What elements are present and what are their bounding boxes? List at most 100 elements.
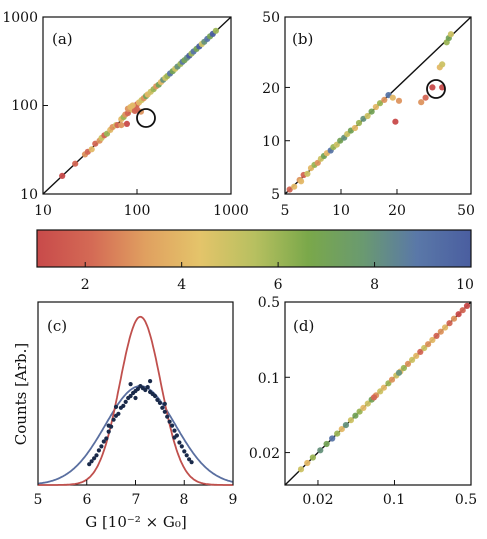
panel-d-xtick: 0.5 bbox=[455, 492, 477, 508]
colorbar-ticks: 2 4 6 8 10 bbox=[81, 262, 474, 293]
panel-c-xtick: 6 bbox=[83, 492, 92, 508]
panel-c-point bbox=[96, 448, 101, 453]
panel-d-ytick: 0.02 bbox=[249, 446, 280, 462]
panel-c-point bbox=[148, 379, 153, 384]
panel-a-point bbox=[124, 110, 131, 117]
panel-d: (d) 0.02 0.1 0.5 0.02 0.1 0.5 bbox=[249, 295, 477, 508]
panel-d-point bbox=[404, 360, 412, 367]
panel-b-point bbox=[351, 124, 359, 132]
panel-a-point bbox=[129, 102, 136, 109]
panel-b-point bbox=[392, 118, 399, 125]
panel-b-point bbox=[395, 97, 403, 104]
panel-b-points bbox=[286, 31, 454, 193]
panel-c-point bbox=[179, 444, 184, 449]
panel-a-xtick: 100 bbox=[124, 203, 151, 219]
panel-b-label: (b) bbox=[292, 30, 313, 48]
panel-a-ytick: 1000 bbox=[2, 10, 38, 26]
colorbar-tick-label: 6 bbox=[274, 277, 283, 293]
panel-d-point bbox=[352, 412, 359, 419]
panel-d-point bbox=[317, 447, 324, 454]
panel-c-point bbox=[133, 395, 138, 401]
panel-c-point bbox=[187, 457, 192, 462]
panel-b-point bbox=[381, 96, 388, 103]
panel-d-point bbox=[425, 341, 432, 348]
panel-a-point bbox=[118, 122, 125, 129]
panel-b-xtick: 10 bbox=[332, 203, 350, 219]
panel-c-point bbox=[184, 453, 189, 458]
panel-b-point bbox=[364, 112, 371, 120]
panel-c-point bbox=[116, 411, 121, 416]
panel-a-ytick: 100 bbox=[11, 98, 38, 114]
panel-b-point bbox=[355, 119, 363, 127]
panel-a-point bbox=[72, 160, 79, 167]
panel-d-point bbox=[304, 459, 311, 467]
panel-c-point bbox=[87, 462, 92, 467]
panel-d-point bbox=[450, 315, 458, 322]
panel-c-narrow-curve bbox=[38, 315, 233, 486]
panel-c-point bbox=[111, 417, 116, 422]
panel-d-point bbox=[338, 426, 345, 433]
panel-b-point bbox=[389, 94, 396, 101]
panel-a-points bbox=[59, 27, 219, 179]
panel-c-point bbox=[106, 429, 111, 434]
panel-c-point bbox=[182, 449, 187, 454]
panel-a-point bbox=[92, 140, 99, 147]
colorbar-tick-label: 4 bbox=[177, 277, 186, 293]
panel-a-point bbox=[59, 172, 66, 179]
panel-b-xtick: 50 bbox=[457, 203, 475, 219]
panel-c-point bbox=[152, 393, 158, 399]
panel-a-point bbox=[88, 146, 95, 153]
panel-c-label: (c) bbox=[47, 317, 67, 335]
panel-a-point bbox=[123, 120, 130, 127]
panel-c-point bbox=[167, 419, 172, 424]
panel-d-point bbox=[455, 311, 462, 318]
panel-b-point bbox=[291, 183, 298, 190]
panel-d-frame bbox=[284, 301, 472, 486]
panel-d-ytick: 0.1 bbox=[258, 371, 280, 387]
panel-c-xtick: 5 bbox=[34, 492, 43, 508]
panel-c-curves bbox=[37, 315, 234, 486]
panel-b-frame bbox=[284, 16, 472, 195]
panel-d-point bbox=[437, 328, 444, 335]
panel-c-point bbox=[104, 436, 109, 441]
panel-a: (a) 10 100 1000 10 100 1000 bbox=[2, 10, 248, 219]
panel-c-point bbox=[113, 404, 119, 409]
panel-c-point bbox=[101, 439, 106, 444]
panel-b-point bbox=[298, 178, 305, 185]
panel-c-point bbox=[155, 397, 160, 402]
panel-a-xtick: 1000 bbox=[213, 203, 249, 219]
panel-d-point bbox=[347, 417, 354, 424]
panel-b-point bbox=[422, 94, 429, 101]
panel-b-point bbox=[418, 99, 425, 106]
panel-c-point bbox=[143, 387, 148, 393]
panel-c-point bbox=[172, 435, 177, 440]
panel-b-point bbox=[439, 61, 446, 68]
panel-b-xtick: 20 bbox=[388, 203, 406, 219]
panel-c-point bbox=[162, 409, 167, 414]
panel-d-point bbox=[395, 369, 403, 376]
panel-b-point bbox=[372, 103, 379, 111]
panel-c-point bbox=[92, 456, 97, 461]
colorbar: 2 4 6 8 10 bbox=[36, 229, 474, 293]
panel-b-xtick: 5 bbox=[281, 203, 290, 219]
panel-b-point bbox=[368, 108, 375, 115]
panel-a-ytick: 10 bbox=[20, 187, 38, 203]
panel-a-point bbox=[212, 27, 219, 34]
panel-b-ytick: 5 bbox=[271, 187, 280, 203]
panel-c-point bbox=[128, 382, 133, 387]
panel-c-point bbox=[135, 386, 140, 392]
panel-c-point bbox=[165, 414, 170, 419]
panel-c-point bbox=[99, 444, 104, 449]
panel-c-point bbox=[172, 428, 177, 433]
panel-c-point bbox=[177, 440, 182, 445]
panel-c-point bbox=[162, 401, 167, 406]
panel-d-point bbox=[370, 394, 378, 401]
colorbar-tick-label: 2 bbox=[81, 277, 90, 293]
panel-c-point bbox=[160, 405, 165, 410]
panel-c-xlabel: G [10⁻² × G₀] bbox=[85, 513, 187, 531]
panel-c-point bbox=[157, 400, 162, 405]
panel-c-point bbox=[123, 399, 128, 404]
panel-c-xtick: 7 bbox=[132, 492, 141, 508]
panel-d-point bbox=[323, 440, 330, 448]
